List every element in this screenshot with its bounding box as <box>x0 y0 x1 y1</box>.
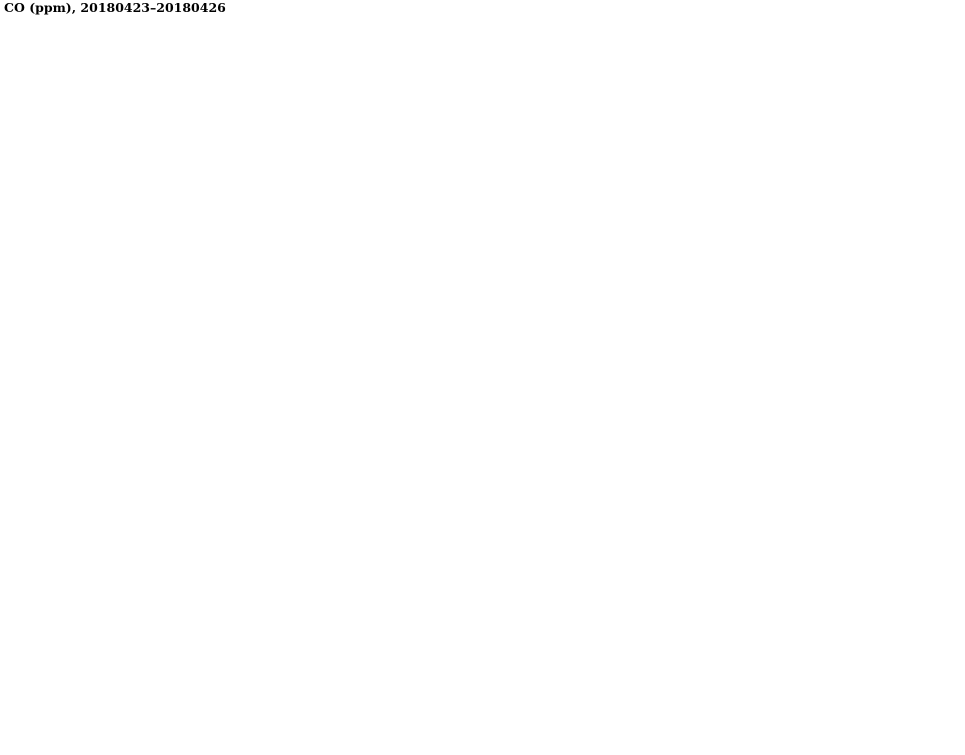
cell-yuen-long <box>0 0 193 151</box>
page-title: CO (ppm), 20180423–20180426 <box>4 0 226 15</box>
